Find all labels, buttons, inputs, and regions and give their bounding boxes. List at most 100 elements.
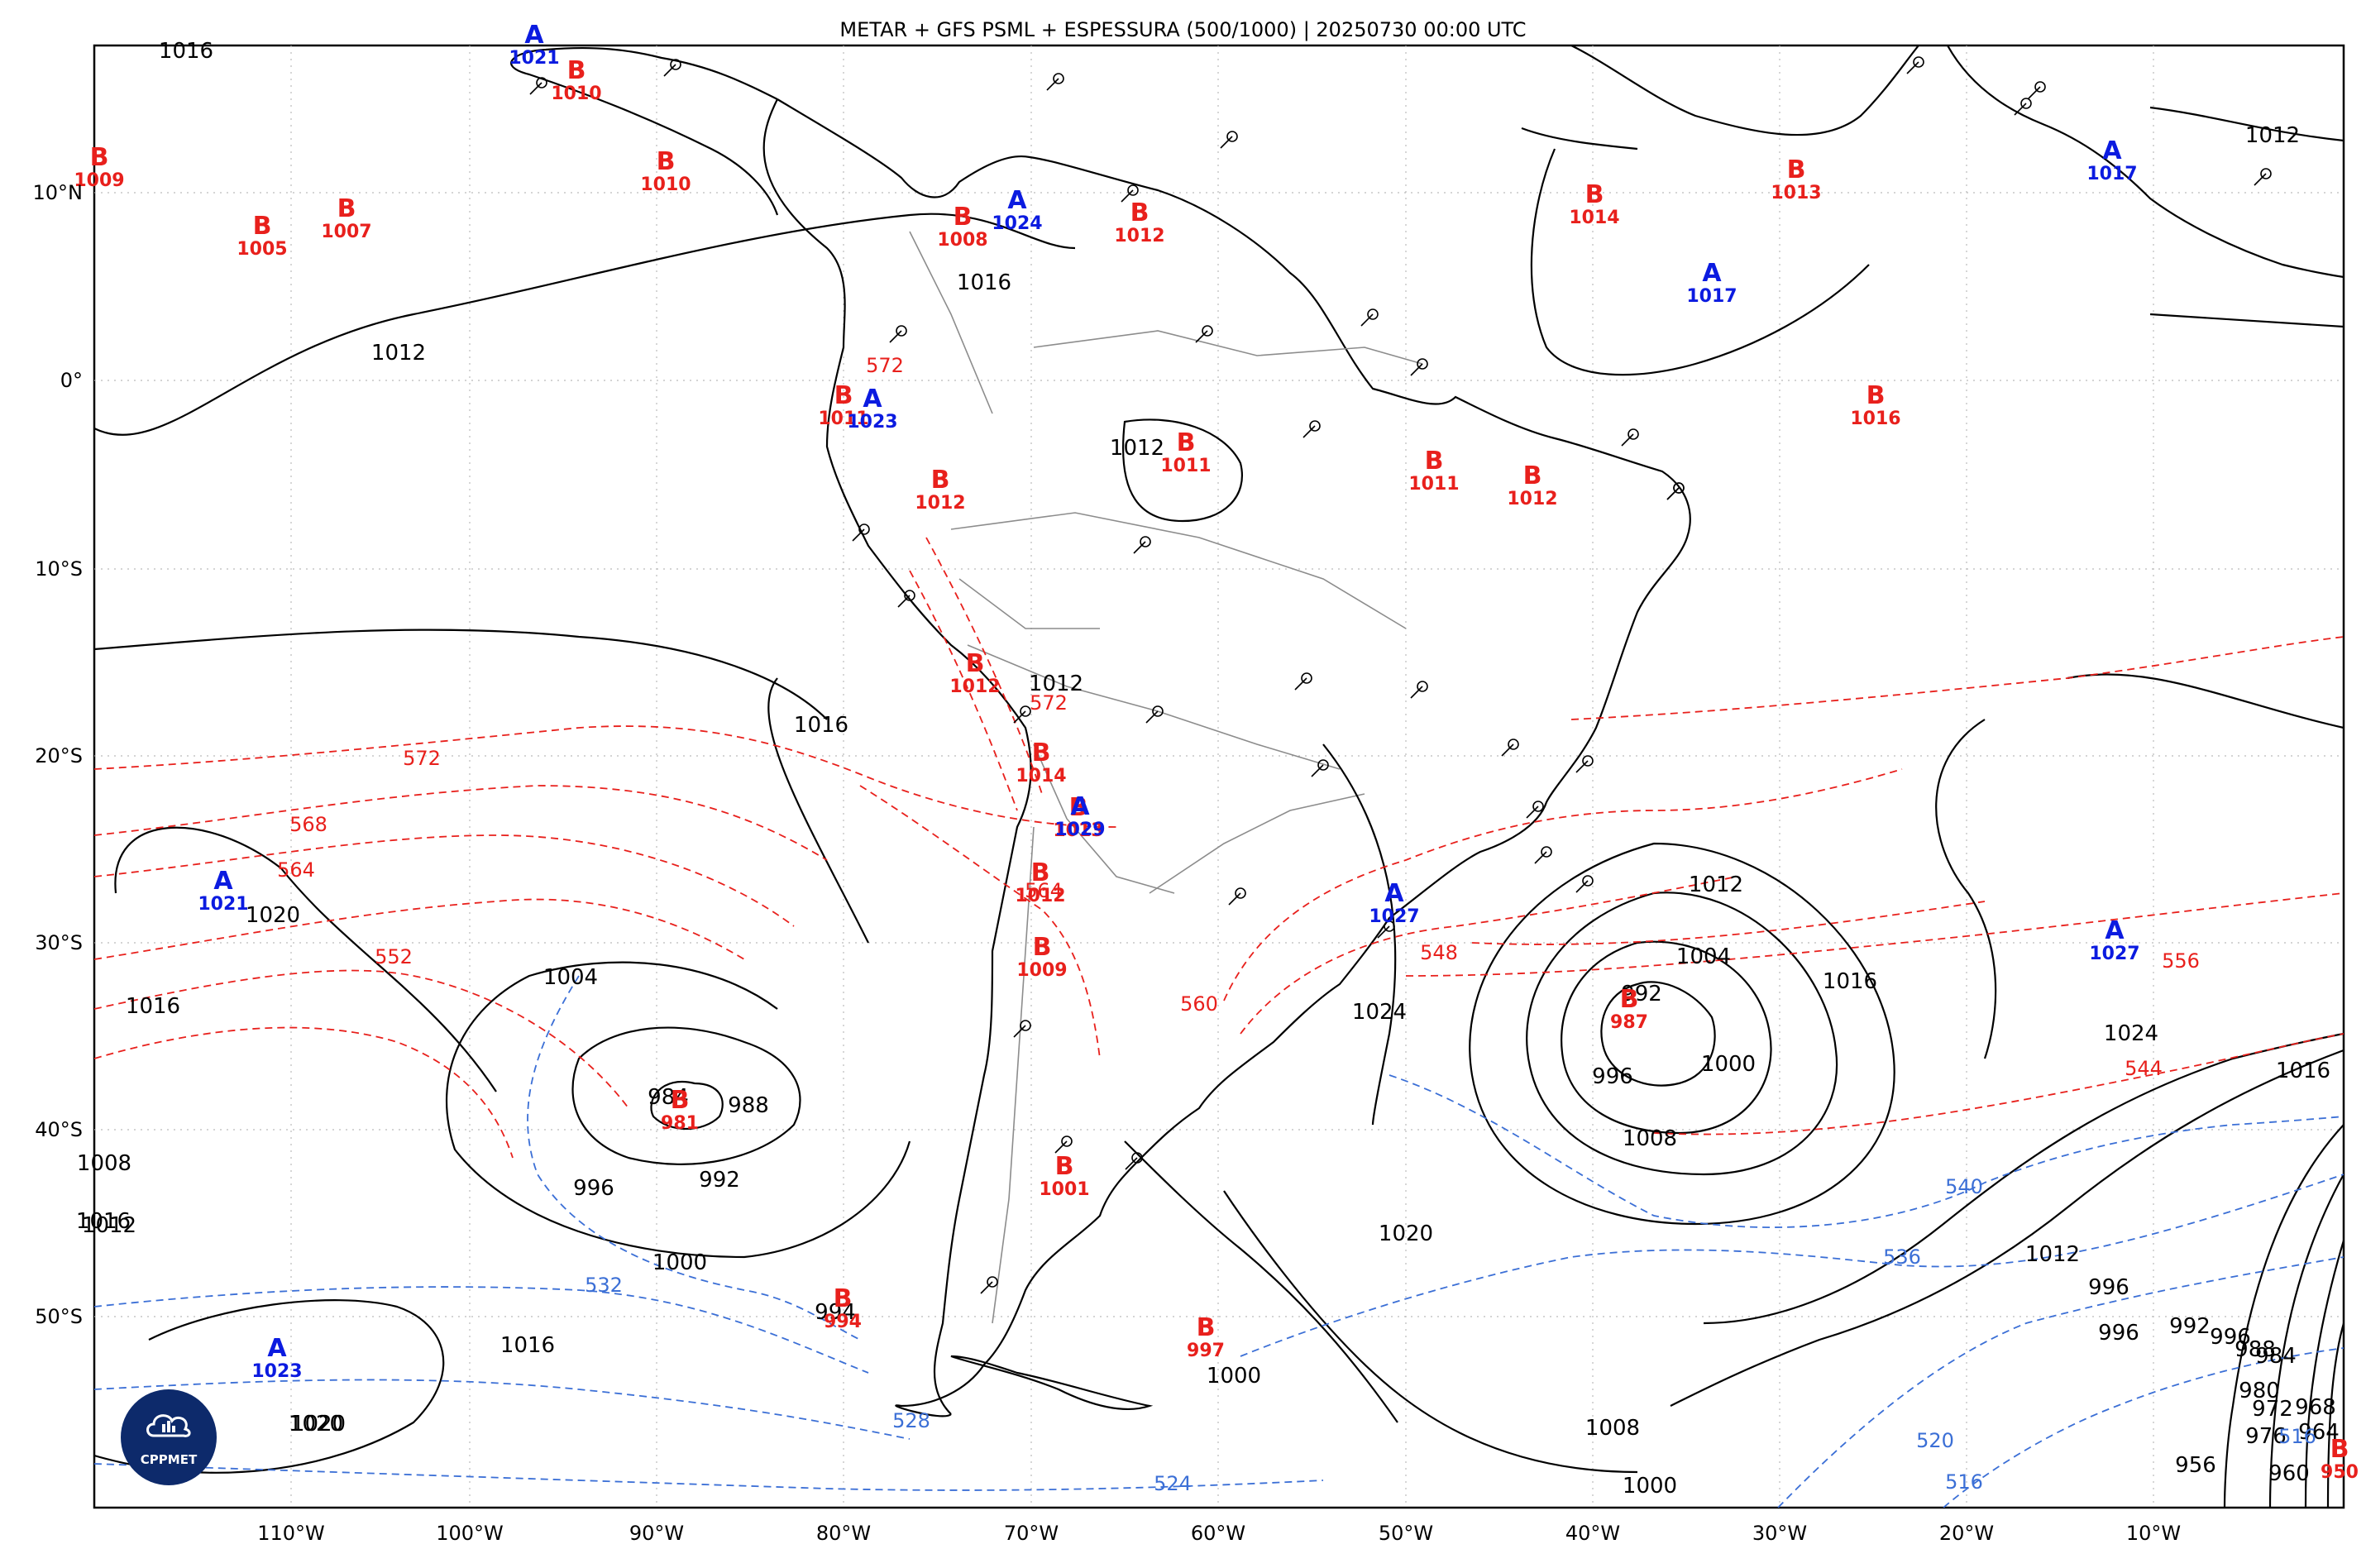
isobar-label: 988: [2235, 1337, 2276, 1362]
station-model: [1666, 482, 1685, 500]
isobar-label: 1012: [1029, 672, 1083, 696]
station-model: [897, 590, 915, 608]
thickness-label-cold: 524: [1154, 1472, 1192, 1495]
thickness-label-warm: 552: [375, 945, 413, 968]
isobar-label: 980: [2239, 1379, 2280, 1403]
station-model: [1621, 428, 1639, 447]
thickness-label-warm: 556: [2162, 949, 2200, 973]
svg-text:B: B: [1177, 428, 1196, 457]
svg-text:1021: 1021: [198, 894, 248, 915]
isobar-label: 960: [2268, 1461, 2310, 1486]
isobar-label: 1012: [82, 1213, 136, 1238]
svg-text:1008: 1008: [937, 230, 987, 251]
lon-label: 20°W: [1939, 1522, 1994, 1545]
thickness-label-cold: 528: [892, 1409, 930, 1432]
isobar-label: 964: [2298, 1420, 2340, 1445]
svg-text:B: B: [1033, 933, 1052, 962]
station-model: [1302, 420, 1321, 438]
svg-text:1023: 1023: [251, 1361, 302, 1382]
isobar-label: 1004: [1676, 944, 1731, 969]
station-model: [1013, 1020, 1031, 1038]
station-model: [889, 325, 907, 343]
lat-label: 30°S: [35, 931, 83, 954]
station-model: [852, 523, 870, 542]
station-model: [1501, 739, 1519, 757]
isobar-label: 994: [815, 1300, 856, 1325]
lat-label: 20°S: [35, 744, 83, 767]
svg-text:1027: 1027: [1369, 906, 1419, 927]
lon-label: 30°W: [1752, 1522, 1807, 1545]
latitude-labels: 10°N 0° 10°S 20°S 30°S 40°S 50°S: [33, 181, 84, 1328]
thickness-label-cold: 516: [2278, 1425, 2316, 1448]
thickness-label-cold: 540: [1945, 1175, 1983, 1198]
svg-text:B: B: [1523, 461, 1542, 490]
station-model: [1145, 705, 1164, 724]
svg-text:B: B: [1620, 985, 1639, 1014]
thickness-label-cold: 536: [1883, 1245, 1921, 1269]
svg-text:950: 950: [2321, 1462, 2359, 1483]
station-model: [1121, 184, 1139, 203]
svg-text:B: B: [567, 56, 586, 85]
isobar-label: 1016: [126, 994, 180, 1019]
isobar-label: 1000: [1701, 1052, 1756, 1077]
isobar-label: 1012: [371, 341, 426, 366]
isobar-label: 996: [1592, 1064, 1633, 1089]
svg-text:1014: 1014: [1569, 208, 1619, 228]
isobar-label: 996: [2210, 1325, 2251, 1350]
isobar-label: 1020: [1379, 1221, 1433, 1246]
svg-text:B: B: [931, 466, 950, 495]
svg-text:B: B: [1585, 180, 1604, 209]
map-title: METAR + GFS PSML + ESPESSURA (500/1000) …: [839, 18, 1527, 41]
coastline: [510, 45, 2344, 1417]
lon-label: 50°W: [1379, 1522, 1433, 1545]
isobar-label: 1020: [246, 903, 300, 928]
isobar-label: 956: [2175, 1453, 2216, 1478]
isobar-label: 984: [648, 1085, 689, 1110]
svg-text:B: B: [1031, 858, 1050, 887]
svg-text:1010: 1010: [551, 84, 601, 104]
isobar-label: 996: [2098, 1321, 2139, 1346]
svg-text:B: B: [834, 381, 853, 410]
svg-text:1024: 1024: [992, 213, 1042, 234]
isobar-label: 1004: [543, 965, 598, 990]
cloud-icon: [146, 1414, 191, 1437]
station-model: [1360, 308, 1379, 327]
svg-text:B: B: [253, 212, 272, 241]
thickness-label-warm: 544: [2125, 1057, 2163, 1080]
svg-text:A: A: [863, 385, 882, 414]
station-model: [1311, 759, 1329, 777]
svg-text:B: B: [966, 649, 985, 678]
lat-label: 40°S: [35, 1118, 83, 1141]
station-model: [1228, 887, 1246, 906]
lon-label: 110°W: [257, 1522, 325, 1545]
svg-text:1012: 1012: [915, 493, 965, 514]
svg-text:1009: 1009: [1016, 960, 1067, 981]
lat-label: 10°S: [35, 557, 83, 581]
station-model: [1054, 1135, 1073, 1154]
borders: [909, 231, 1423, 1324]
svg-text:1007: 1007: [321, 222, 371, 242]
svg-text:B: B: [337, 194, 356, 223]
svg-text:A: A: [1007, 186, 1027, 215]
station-model: [1133, 536, 1151, 554]
station-model: [1526, 801, 1544, 819]
svg-text:1016: 1016: [1850, 409, 1900, 429]
svg-text:1021: 1021: [509, 48, 559, 69]
thickness-label-warm: 548: [1420, 941, 1458, 964]
station-plots: [529, 56, 2272, 1294]
